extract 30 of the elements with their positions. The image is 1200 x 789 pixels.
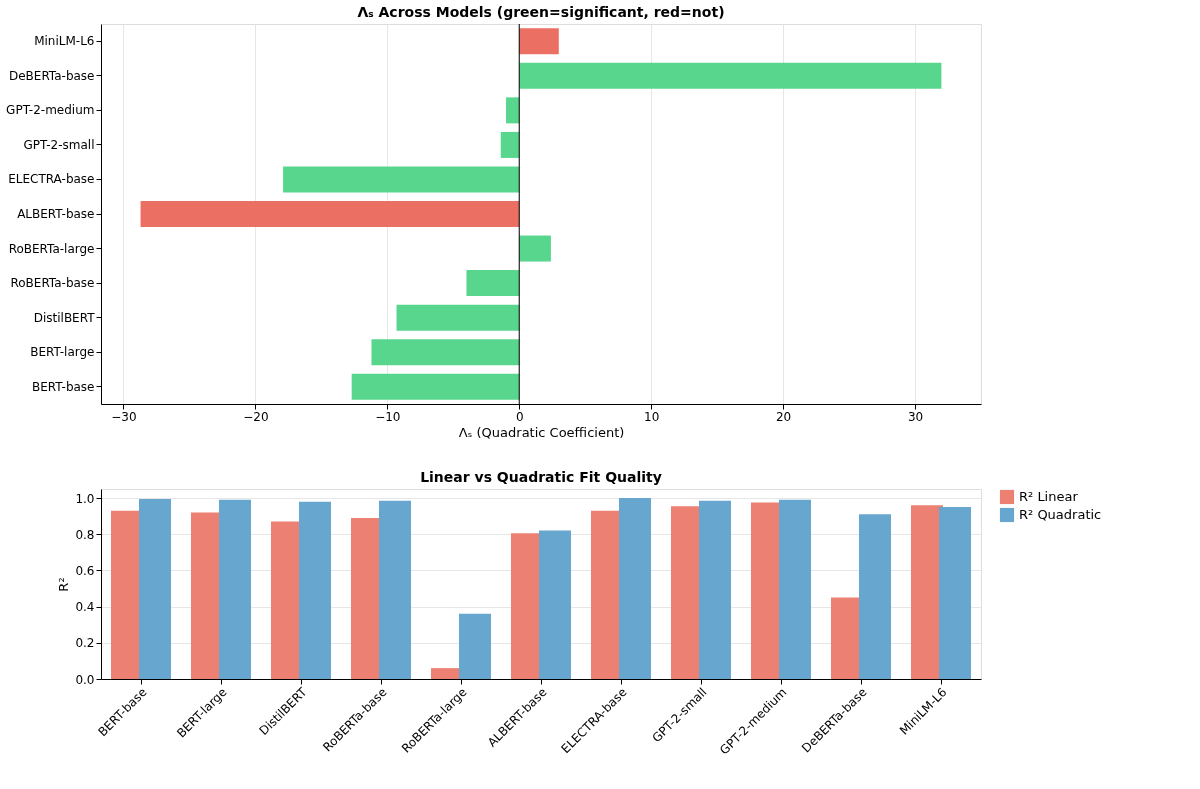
chart-title: Linear vs Quadratic Fit Quality: [420, 469, 662, 485]
x-tick-label: 30: [907, 409, 924, 424]
x-tick-label: 20: [775, 409, 792, 424]
x-tick-label: 10: [644, 409, 660, 424]
y-tick-label: RoBERTa-base: [10, 276, 95, 291]
y-tick-label: BERT-large: [30, 345, 95, 360]
y-tick-label: 1.0: [75, 491, 95, 506]
y-tick-label: GPT-2-small: [23, 137, 95, 152]
y-tick-label: 0.0: [75, 672, 95, 687]
y-axis-title: R²: [56, 577, 72, 592]
y-tick-label: 0.6: [75, 563, 95, 578]
y-tick-label: GPT-2-medium: [6, 103, 95, 118]
y-tick-label: ALBERT-base: [17, 207, 95, 221]
y-tick-label: DistilBERT: [33, 310, 96, 325]
y-tick-label: BERT-base: [32, 379, 95, 394]
x-tick-label: −30: [111, 409, 137, 424]
x-tick-label: 0: [515, 409, 524, 424]
y-tick-label: 0.2: [75, 636, 95, 651]
y-tick-label: 0.4: [75, 600, 95, 615]
legend-label: R² Quadratic: [1019, 507, 1102, 522]
y-tick-label: RoBERTa-large: [8, 241, 95, 256]
y-tick-label: MiniLM-L6: [34, 34, 95, 49]
x-tick-label: −20: [243, 409, 269, 424]
y-tick-label: 0.8: [75, 527, 95, 542]
legend-label: R² Linear: [1019, 489, 1079, 504]
x-axis-title: Λₛ (Quadratic Coefficient): [458, 424, 625, 440]
x-tick-label: −10: [375, 409, 401, 424]
chart-title: Λₛ Across Models (green=significant, red=not): [357, 3, 725, 20]
y-tick-label: DeBERTa-base: [8, 68, 95, 83]
y-tick-label: ELECTRA-base: [8, 172, 95, 187]
